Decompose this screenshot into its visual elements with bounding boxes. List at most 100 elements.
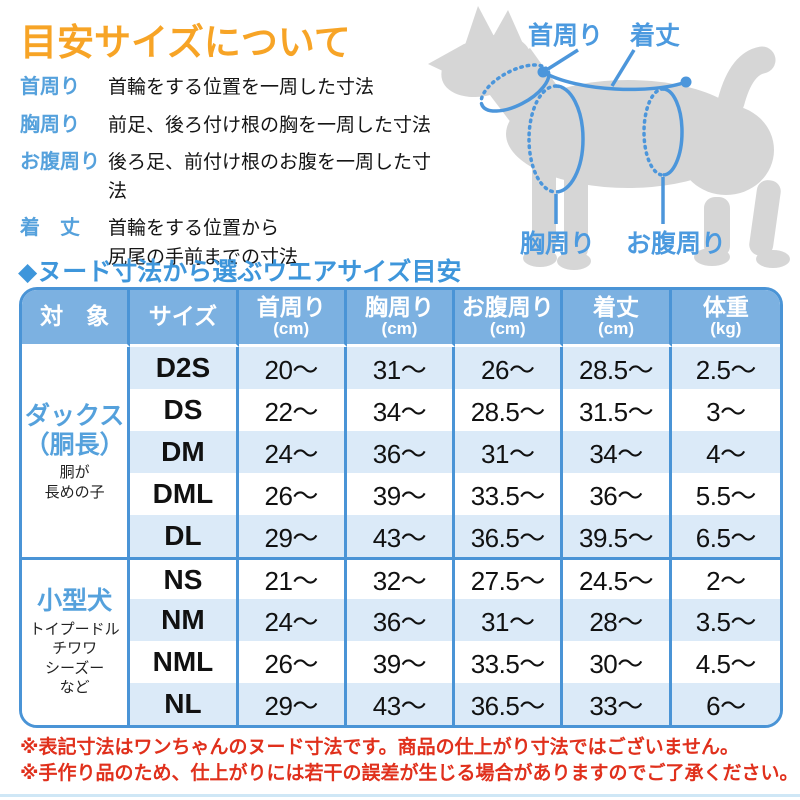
cell-weight: 6.5～ <box>671 515 780 557</box>
cell-chest: 39～ <box>346 473 456 515</box>
belly-ring-dotted <box>642 87 665 177</box>
diagram-label-belly: お腹周り <box>626 229 726 258</box>
cell-neck: 29～ <box>238 683 347 725</box>
note-handmade: ※手作り品のため、仕上がりには若干の誤差が生じる場合がありますのでご了承ください… <box>20 763 799 785</box>
cell-length: 28～ <box>563 599 672 641</box>
belly-ring-solid <box>662 87 684 177</box>
footer-notes: ※表記寸法はワンちゃんのヌード寸法です。商品の仕上がり寸法ではございません。 ※… <box>20 735 799 787</box>
cell-length: 36～ <box>563 473 672 515</box>
cell-length: 33～ <box>563 683 672 725</box>
cell-belly: 31～ <box>455 431 564 473</box>
definition-row: 胸周り 前足、後ろ付け根の胸を一周した寸法 <box>20 112 445 141</box>
table-section-title: ◆ヌード寸法から選ぶウエアサイズ目安 <box>18 258 462 286</box>
group-cell-small-dog: 小型犬 トイプードル チワワ シーズー など <box>22 557 131 725</box>
line-end-dots <box>537 66 692 88</box>
cell-size: DS <box>130 389 239 431</box>
cell-chest: 43～ <box>346 683 456 725</box>
bottom-divider <box>0 794 800 797</box>
header-neck: 首周り (cm) <box>238 290 347 347</box>
dog-tail <box>717 46 776 116</box>
cell-chest: 34～ <box>346 389 456 431</box>
header-chest: 胸周り (cm) <box>346 290 456 347</box>
header-weight: 体重 (kg) <box>671 290 780 347</box>
cell-chest: 39～ <box>346 641 456 683</box>
table-row: DML 26～ 39～ 33.5～ 36～ 5.5～ <box>22 473 780 515</box>
cell-belly: 26～ <box>455 347 564 389</box>
length-pointer-line <box>610 49 636 87</box>
cell-weight: 4～ <box>671 431 780 473</box>
cell-size: NS <box>130 557 239 599</box>
table-row: DS 22～ 34～ 28.5～ 31.5～ 3～ <box>22 389 780 431</box>
cell-neck: 20～ <box>238 347 347 389</box>
cell-neck: 24～ <box>238 431 347 473</box>
cell-belly: 36.5～ <box>455 683 564 725</box>
cell-belly: 33.5～ <box>455 473 564 515</box>
size-table: 対 象 サイズ 首周り (cm) 胸周り (cm) お腹周り (cm) 着丈 (cm) … <box>19 287 783 728</box>
group-note: トイプードル チワワ シーズー など <box>29 620 120 697</box>
cell-weight: 2～ <box>671 557 780 599</box>
cell-size: DML <box>130 473 239 515</box>
cell-belly: 31～ <box>455 599 564 641</box>
cell-weight: 2.5～ <box>671 347 780 389</box>
neck-ring-solid <box>480 70 551 113</box>
header-size: サイズ <box>130 290 239 347</box>
table-row: NL 29～ 43～ 36.5～ 33～ 6～ <box>22 683 780 725</box>
cell-size: DL <box>130 515 239 557</box>
definition-desc-chest: 前足、後ろ付け根の胸を一周した寸法 <box>108 114 432 136</box>
cell-belly: 36.5～ <box>455 515 564 557</box>
diagram-label-neck: 首周り <box>528 21 603 50</box>
cell-belly: 27.5～ <box>455 557 564 599</box>
header-length: 着丈 (cm) <box>563 290 672 347</box>
table-row: 小型犬 トイプードル チワワ シーズー など NS 21～ 32～ 27.5～ … <box>22 557 780 725</box>
definition-label-neck: 首周り <box>20 76 80 98</box>
cell-chest: 31～ <box>346 347 456 389</box>
neck-pointer-line <box>547 48 579 71</box>
cell-size: NL <box>130 683 239 725</box>
group-name: 小型犬 <box>37 587 113 616</box>
page-title: 目安サイズについて <box>20 22 351 63</box>
cell-neck: 22～ <box>238 389 347 431</box>
cell-neck: 24～ <box>238 599 347 641</box>
cell-chest: 36～ <box>346 431 456 473</box>
cell-belly: 28.5～ <box>455 389 564 431</box>
dog-silhouette <box>428 6 790 270</box>
table-row: ダックス （胴長） 胴が 長めの子 D2S 20～ 31～ 26～ 28.5～ … <box>22 347 780 557</box>
definition-row: 首周り 首輪をする位置を一周した寸法 <box>20 74 445 103</box>
definition-row: 着 丈 首輪をする位置から 尻尾の手前までの寸法 <box>20 215 445 272</box>
table-row: NML 26～ 39～ 33.5～ 30～ 4.5～ <box>22 641 780 683</box>
definition-desc-length: 首輪をする位置から 尻尾の手前までの寸法 <box>108 218 299 268</box>
definition-row: お腹周り 後ろ足、前付け根のお腹を一周した寸法 <box>20 149 445 206</box>
cell-chest: 36～ <box>346 599 456 641</box>
definition-label-belly: お腹周り <box>20 151 100 173</box>
cell-belly: 33.5～ <box>455 641 564 683</box>
cell-neck: 26～ <box>238 473 347 515</box>
cell-length: 39.5～ <box>563 515 672 557</box>
cell-neck: 29～ <box>238 515 347 557</box>
cell-neck: 26～ <box>238 641 347 683</box>
measurement-definitions: 首周り 首輪をする位置を一周した寸法 胸周り 前足、後ろ付け根の胸を一周した寸法… <box>20 74 445 281</box>
measurement-lines <box>479 48 687 224</box>
cell-weight: 5.5～ <box>671 473 780 515</box>
dog-silhouette-illustration: 首周り 着丈 胸周り お腹周り <box>428 6 790 270</box>
cell-chest: 43～ <box>346 515 456 557</box>
diagram-label-length: 着丈 <box>629 21 680 50</box>
cell-weight: 3.5～ <box>671 599 780 641</box>
cell-chest: 32～ <box>346 557 456 599</box>
cell-weight: 4.5～ <box>671 641 780 683</box>
cell-length: 28.5～ <box>563 347 672 389</box>
table-row: DL 29～ 43～ 36.5～ 39.5～ 6.5～ <box>22 515 780 557</box>
cell-weight: 6～ <box>671 683 780 725</box>
cell-size: D2S <box>130 347 239 389</box>
cell-size: DM <box>130 431 239 473</box>
chest-ring-dotted <box>527 84 558 194</box>
definition-desc-neck: 首輪をする位置を一周した寸法 <box>108 77 375 98</box>
group-cell-dachshund: ダックス （胴長） 胴が 長めの子 <box>22 347 131 557</box>
table-row: NM 24～ 36～ 31～ 28～ 3.5～ <box>22 599 780 641</box>
definition-desc-belly: 後ろ足、前付け根のお腹を一周した寸法 <box>108 152 432 202</box>
back-length-line <box>542 70 687 92</box>
dog-measurement-diagram: 首周り 着丈 胸周り お腹周り <box>428 2 800 274</box>
header-belly: お腹周り (cm) <box>455 290 564 347</box>
cell-weight: 3～ <box>671 389 780 431</box>
cell-size: NML <box>130 641 239 683</box>
